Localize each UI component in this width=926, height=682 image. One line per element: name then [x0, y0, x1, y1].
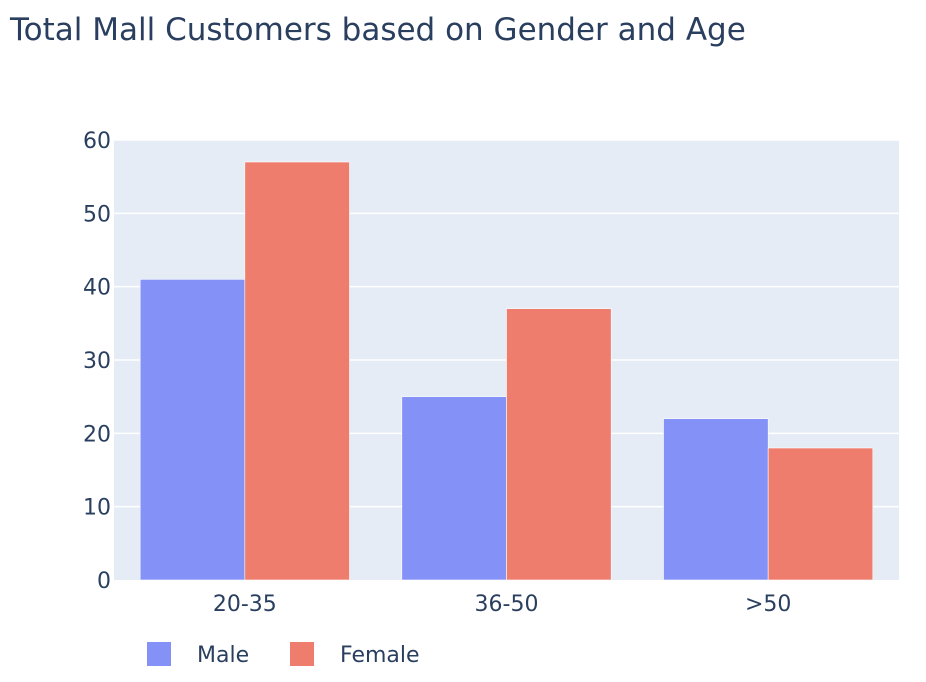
- bar-female-0: [244, 161, 350, 581]
- y-tick-label: 20: [83, 422, 111, 447]
- y-tick-label: 50: [83, 202, 111, 227]
- x-tick-label: >50: [745, 592, 791, 617]
- legend-swatch: [147, 642, 171, 666]
- y-tick-label: 60: [83, 129, 111, 154]
- chart-title: Total Mall Customers based on Gender and…: [9, 12, 746, 48]
- legend-swatch: [290, 642, 314, 666]
- y-tick-label: 30: [83, 349, 111, 374]
- x-tick-label: 20-35: [213, 592, 277, 617]
- legend-item-male[interactable]: Male: [147, 642, 249, 668]
- legend: Male Female: [147, 642, 420, 668]
- x-tick-label: 36-50: [475, 592, 539, 617]
- bar-male-2: [663, 418, 769, 581]
- x-axis-ticks: 20-35 36-50 >50: [213, 592, 792, 617]
- bars: [139, 161, 874, 581]
- y-axis-ticks: 0 10 20 30 40 50 60: [83, 129, 111, 594]
- bar-female-2: [767, 447, 874, 581]
- bar-female-1: [506, 308, 612, 581]
- y-tick-label: 10: [83, 496, 111, 521]
- legend-label: Female: [340, 643, 420, 668]
- legend-label: Male: [197, 643, 249, 668]
- bar-male-1: [401, 396, 507, 581]
- y-tick-label: 0: [97, 569, 111, 594]
- legend-item-female[interactable]: Female: [290, 642, 420, 668]
- y-tick-label: 40: [83, 276, 111, 301]
- bar-male-0: [139, 279, 246, 581]
